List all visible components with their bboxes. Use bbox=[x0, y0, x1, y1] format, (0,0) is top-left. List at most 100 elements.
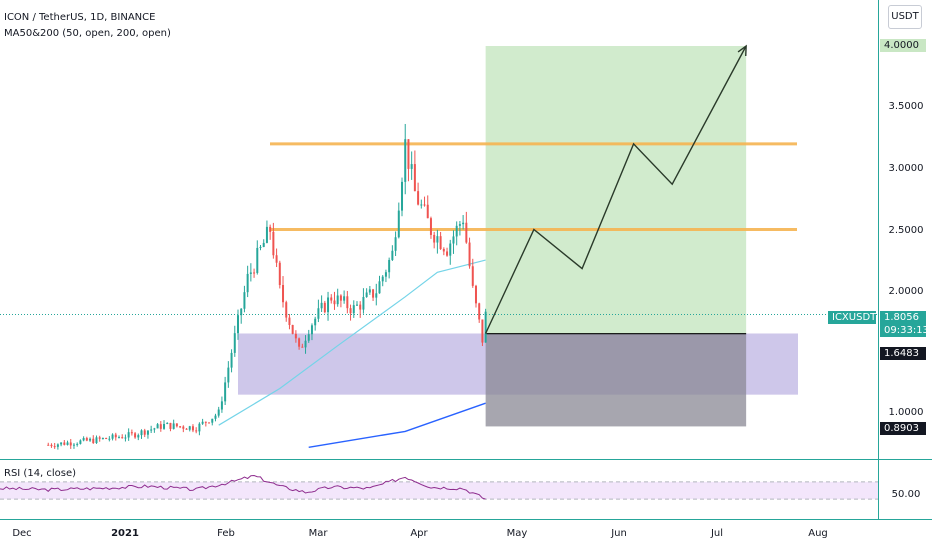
candle-body bbox=[179, 426, 182, 428]
candle-body bbox=[111, 434, 114, 439]
candle-body bbox=[439, 236, 442, 249]
indicator-label: MA50&200 (50, open, 200, open) bbox=[4, 28, 171, 39]
candle-body bbox=[227, 367, 230, 383]
candle-body bbox=[82, 438, 85, 441]
candle-body bbox=[240, 308, 243, 316]
candle-body bbox=[478, 303, 481, 320]
candle-body bbox=[401, 181, 404, 211]
candle-body bbox=[310, 325, 313, 335]
candle-body bbox=[69, 442, 72, 446]
candle-body bbox=[449, 243, 452, 256]
candle-body bbox=[217, 409, 220, 416]
ma200-line bbox=[308, 402, 486, 448]
pane-divider[interactable] bbox=[0, 459, 932, 460]
time-axis-divider bbox=[0, 519, 932, 520]
candle-body bbox=[269, 226, 272, 232]
candle-body bbox=[246, 273, 249, 293]
candle-body bbox=[381, 276, 384, 282]
candle-body bbox=[50, 444, 53, 447]
time-tick: Jun bbox=[611, 528, 627, 539]
candle-body bbox=[121, 437, 124, 439]
candle-body bbox=[282, 285, 285, 303]
candle-body bbox=[159, 424, 162, 429]
time-tick: Feb bbox=[217, 528, 235, 539]
candle-body bbox=[166, 422, 169, 424]
candle-body bbox=[169, 422, 172, 429]
candle-body bbox=[195, 430, 198, 432]
candle-body bbox=[314, 318, 317, 326]
candle-body bbox=[114, 434, 117, 438]
candle-body bbox=[163, 423, 166, 429]
time-tick: Jul bbox=[710, 528, 724, 539]
candle-body bbox=[484, 311, 487, 343]
candle-body bbox=[291, 324, 294, 334]
candle-body bbox=[394, 237, 397, 251]
candle-body bbox=[224, 382, 227, 402]
candle-body bbox=[143, 430, 146, 435]
candle-body bbox=[272, 231, 275, 256]
countdown-label: 09:33:13 bbox=[880, 324, 929, 337]
candle-body bbox=[429, 218, 432, 235]
candle-body bbox=[323, 302, 326, 313]
candle-body bbox=[384, 272, 387, 277]
candle-body bbox=[185, 428, 188, 430]
ma50-line bbox=[218, 259, 486, 426]
candle-body bbox=[146, 430, 149, 435]
candle-body bbox=[352, 305, 355, 314]
currency-button[interactable]: USDT bbox=[888, 5, 922, 29]
candle-body bbox=[230, 352, 233, 368]
candle-body bbox=[333, 300, 336, 305]
candle-body bbox=[413, 164, 416, 192]
target-price-label: 4.0000 bbox=[880, 39, 926, 52]
candle-body bbox=[85, 438, 88, 441]
candle-body bbox=[465, 222, 468, 243]
price-tick: 2.5000 bbox=[888, 225, 924, 236]
candle-body bbox=[156, 424, 159, 429]
candle-body bbox=[404, 139, 407, 182]
chart-title: ICON / TetherUS, 1D, BINANCE bbox=[4, 12, 156, 23]
price-tick: 3.0000 bbox=[888, 163, 924, 174]
candle-body bbox=[214, 415, 217, 419]
candle-body bbox=[275, 255, 278, 263]
candle-body bbox=[134, 433, 137, 438]
time-tick: Apr bbox=[410, 528, 428, 539]
candle-body bbox=[355, 304, 358, 306]
candle-body bbox=[462, 222, 465, 225]
candle-body bbox=[208, 422, 211, 424]
candle-body bbox=[72, 444, 75, 446]
candle-body bbox=[391, 250, 394, 260]
candle-body bbox=[198, 423, 201, 432]
candle-body bbox=[474, 285, 477, 304]
candle-body bbox=[124, 437, 127, 439]
candle-body bbox=[117, 437, 120, 439]
price-tick: 2.0000 bbox=[888, 286, 924, 297]
rsi-line bbox=[0, 474, 486, 500]
candle-body bbox=[368, 289, 371, 293]
rsi-label: RSI (14, close) bbox=[4, 468, 77, 479]
candle-body bbox=[127, 432, 130, 438]
candle-body bbox=[294, 333, 297, 339]
candle-body bbox=[320, 302, 323, 309]
candle-body bbox=[76, 443, 79, 445]
candle-body bbox=[304, 340, 307, 348]
candle-body bbox=[172, 423, 175, 429]
candle-body bbox=[188, 426, 191, 430]
candle-body bbox=[288, 317, 291, 325]
candle-body bbox=[236, 315, 239, 334]
candle-body bbox=[365, 292, 368, 297]
candle-body bbox=[407, 139, 410, 169]
candle-body bbox=[243, 292, 246, 309]
candle-body bbox=[452, 236, 455, 244]
candle-body bbox=[362, 296, 365, 310]
price-axis-divider bbox=[878, 0, 879, 520]
candle-body bbox=[101, 437, 104, 439]
candle-body bbox=[63, 442, 66, 445]
candle-body bbox=[420, 204, 423, 206]
candle-body bbox=[339, 295, 342, 301]
candle-body bbox=[359, 304, 362, 310]
candle-body bbox=[47, 444, 50, 446]
candle-body bbox=[433, 234, 436, 243]
candle-body bbox=[378, 281, 381, 294]
candle-body bbox=[301, 346, 304, 348]
